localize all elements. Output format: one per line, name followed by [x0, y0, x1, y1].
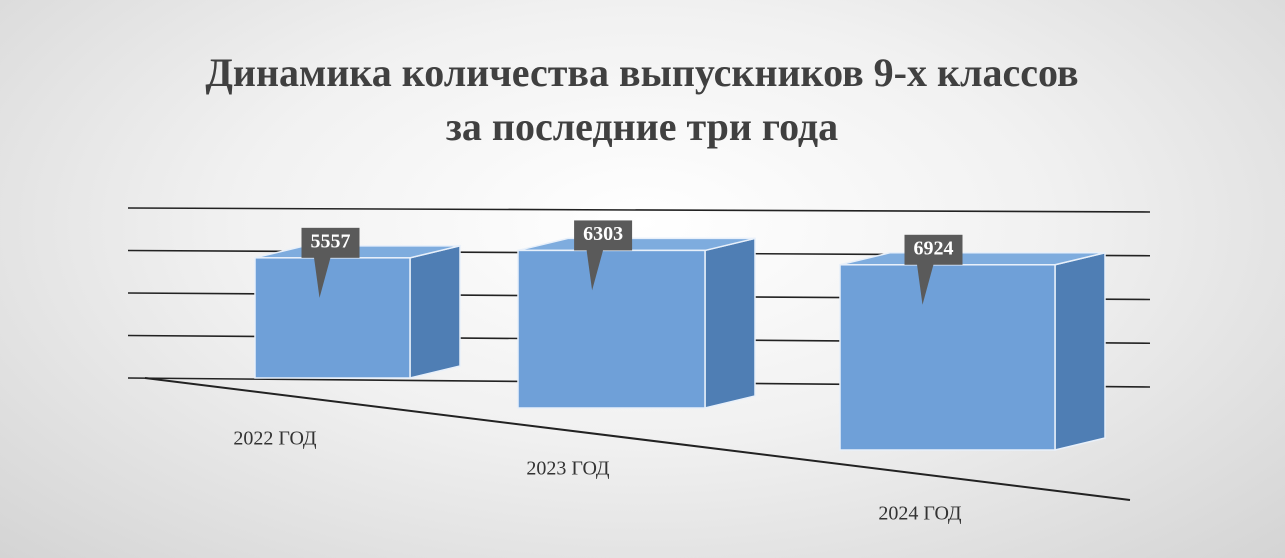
x-tick-label: 2024 ГОД — [878, 503, 962, 525]
data-label: 6924 — [914, 237, 954, 259]
floor-edge — [144, 377, 1131, 501]
grid-line — [127, 207, 1151, 213]
bar — [839, 264, 1056, 451]
label-box — [904, 234, 963, 265]
label-pointer — [916, 260, 935, 305]
bar-side — [1054, 251, 1106, 451]
data-label: 6303 — [583, 223, 623, 245]
label-pointer — [313, 253, 332, 298]
x-tick-label: 2023 ГОД — [526, 458, 610, 480]
bar-top — [839, 252, 1106, 266]
bar — [517, 249, 706, 409]
data-label: 5557 — [311, 230, 351, 252]
chart-title: Динамика количества выпускников 9-х клас… — [205, 50, 1079, 149]
bar-side — [704, 237, 756, 409]
label-box — [574, 220, 633, 251]
bar-side — [409, 244, 461, 379]
label-pointer — [586, 246, 605, 291]
bar — [254, 257, 411, 379]
x-tick-label: 2022 ГОД — [233, 428, 317, 450]
label-box — [301, 227, 360, 258]
